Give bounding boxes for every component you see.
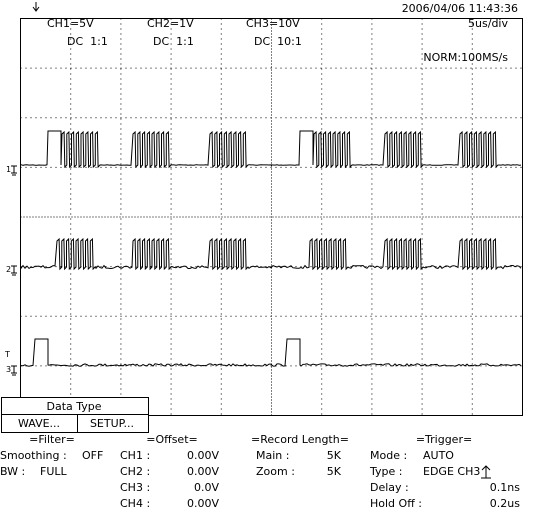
channel-scale: CH2=1V — [147, 17, 194, 30]
timestamp: 2006/04/06 11:43:36 — [402, 2, 518, 15]
menu-title: Data Type — [46, 400, 101, 413]
graticule-border — [20, 18, 523, 416]
timebase: 5us/div — [468, 17, 508, 30]
setting-value: 5K — [327, 449, 342, 462]
setting-value: EDGE CH3 — [423, 465, 480, 478]
setting-value: 0.00V — [187, 497, 219, 510]
channel-coupling: DC 10:1 — [254, 35, 302, 48]
setting-value: OFF — [82, 449, 103, 462]
channel-coupling: DC 1:1 — [67, 35, 108, 48]
setting-label: CH2 : — [120, 465, 150, 478]
waveform — [20, 237, 522, 271]
setting-value: 0.00V — [187, 465, 219, 478]
setting-label: Mode : — [370, 449, 407, 462]
ground-symbol — [11, 365, 17, 376]
channel-marker: 3 — [6, 365, 11, 374]
setting-label: Smoothing : — [0, 449, 67, 462]
setting-label: Delay : — [370, 481, 409, 494]
trigger-slope-icon — [481, 465, 491, 479]
menu-button[interactable]: SETUP... — [90, 417, 134, 430]
channel-scale: CH3=10V — [246, 17, 300, 30]
setting-label: CH4 : — [120, 497, 150, 510]
waveform — [20, 338, 522, 367]
setting-value: FULL — [40, 465, 68, 478]
setting-value: 0.0V — [194, 481, 219, 494]
setting-label: CH1 : — [120, 449, 150, 462]
setting-label: CH3 : — [120, 481, 150, 494]
setting-label: BW : — [0, 465, 25, 478]
trigger-position-marker — [32, 2, 40, 12]
setting-value: 0.2us — [490, 497, 520, 510]
channel-marker: 2 — [6, 265, 11, 274]
waveforms — [20, 130, 522, 367]
channel-scale: CH1=5V — [47, 17, 94, 30]
setting-value: 0.1ns — [490, 481, 520, 494]
channel-coupling: DC 1:1 — [153, 35, 194, 48]
data-type-menu: Data Type WAVE... SETUP... — [1, 397, 149, 433]
setting-value: 5K — [327, 465, 342, 478]
channel-marker: 1 — [6, 165, 11, 174]
setting-value: AUTO — [423, 449, 454, 462]
setting-label: Type : — [369, 465, 402, 478]
setting-value: 0.00V — [187, 449, 219, 462]
panel-title: =Offset= — [146, 433, 197, 446]
ground-symbol — [11, 265, 17, 276]
ground-symbol — [11, 165, 17, 176]
panel-title: =Record Length= — [251, 433, 349, 446]
graticule — [20, 18, 523, 416]
panel-title: =Trigger= — [416, 433, 472, 446]
panel-title: =Filter= — [29, 433, 75, 446]
waveform — [20, 130, 522, 169]
setting-label: Zoom : — [256, 465, 295, 478]
acquisition-mode: NORM:100MS/s — [423, 51, 508, 64]
menu-button[interactable]: WAVE... — [18, 417, 60, 430]
trigger-level-marker: T — [4, 350, 10, 359]
setting-label: Main : — [256, 449, 289, 462]
setting-label: Hold Off : — [370, 497, 422, 510]
